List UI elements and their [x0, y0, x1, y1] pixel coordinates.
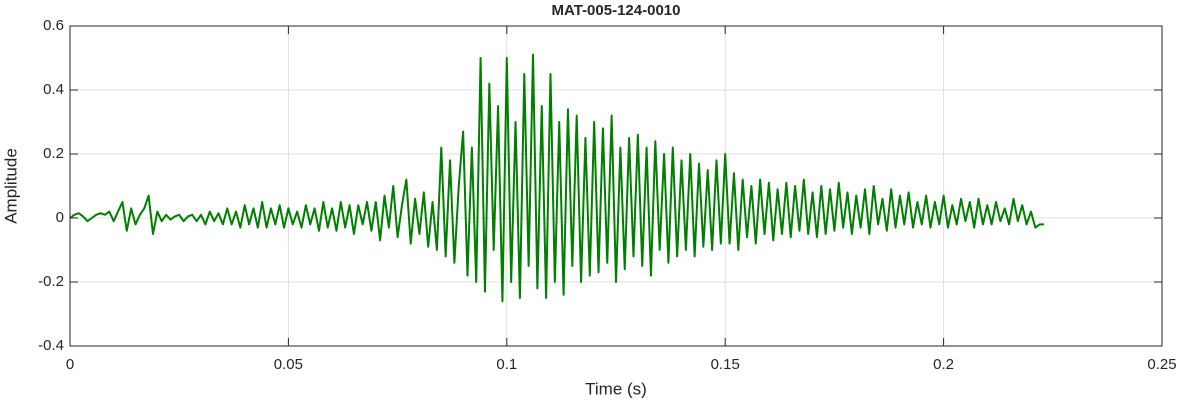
x-tick-label: 0: [66, 356, 74, 373]
x-axis-label: Time (s): [585, 379, 647, 398]
axes-box: [69, 25, 1163, 347]
grid: [69, 25, 1163, 347]
y-tick-label: 0.6: [43, 17, 64, 34]
x-tick-label: 0.25: [1147, 356, 1176, 373]
x-tick-label: 0.2: [933, 356, 954, 373]
x-tick-label: 0.15: [711, 356, 740, 373]
y-axis-label: Amplitude: [1, 148, 20, 224]
x-tick-label: 0.1: [496, 356, 517, 373]
y-tick-label: 0.4: [43, 81, 64, 98]
waveform-line: [69, 53, 1045, 303]
plot: [69, 53, 1045, 303]
y-tick-label: 0.2: [43, 145, 64, 162]
y-tick-label: -0.2: [38, 273, 64, 290]
x-tick-label: 0.05: [274, 356, 303, 373]
chart-title: MAT-005-124-0010: [552, 2, 681, 19]
y-tick-label: 0: [56, 209, 64, 226]
y-tick-label: -0.4: [38, 337, 64, 354]
axes: 0 0.05 0.1 0.15 0.2 0.25 -0.4 -0.2 0 0.2 0.4 0.6: [38, 17, 1176, 373]
